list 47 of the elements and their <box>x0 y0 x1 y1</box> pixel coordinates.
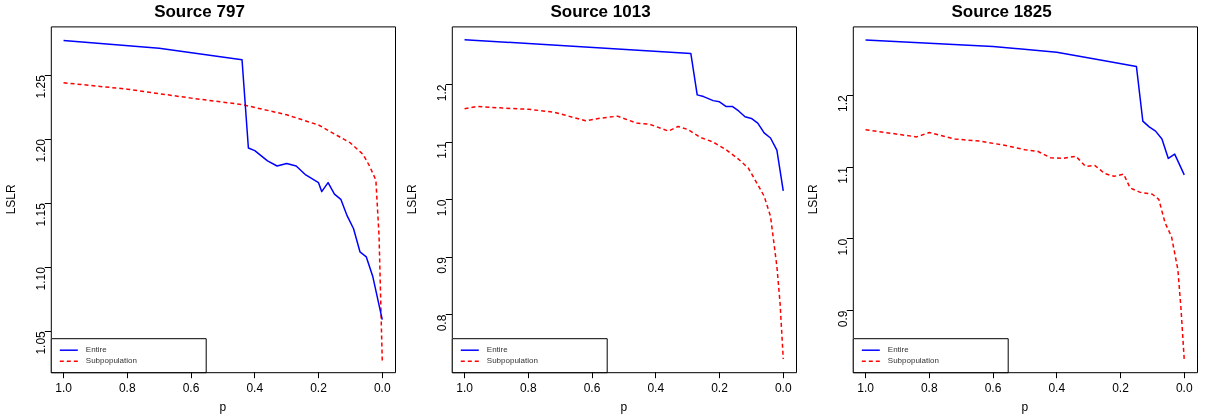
legend-label: Entire <box>486 345 509 355</box>
legend-label: Entire <box>887 345 910 355</box>
y-tick-label: 1.2 <box>836 94 851 112</box>
chart-title: Source 797 <box>154 1 245 21</box>
x-tick-label: 0.4 <box>647 380 665 395</box>
x-tick-label: 1.0 <box>55 380 73 395</box>
x-tick-label: 0.6 <box>583 380 601 395</box>
legend-label: Subpopulation <box>887 356 939 366</box>
x-tick-label: 1.0 <box>857 380 875 395</box>
x-tick-label: 0.0 <box>373 380 391 395</box>
y-tick-label: 1.15 <box>34 202 49 227</box>
y-tick-label: 1.0 <box>836 238 851 256</box>
legend-label: Subpopulation <box>486 356 538 366</box>
x-tick-label: 0.2 <box>711 380 729 395</box>
y-axis-title: LSLR <box>3 183 18 215</box>
y-tick-label: 1.25 <box>34 74 49 99</box>
y-tick-label: 1.05 <box>34 330 49 355</box>
x-axis-title: p <box>219 400 227 415</box>
x-tick-label: 0.6 <box>984 380 1002 395</box>
x-tick-label: 1.0 <box>456 380 474 395</box>
x-tick-label: 0.6 <box>182 380 200 395</box>
x-tick-label: 0.0 <box>774 380 792 395</box>
y-axis-title: LSLR <box>805 183 820 215</box>
chart-title: Source 1013 <box>550 1 651 21</box>
x-tick-label: 0.8 <box>920 380 938 395</box>
x-tick-label: 0.4 <box>246 380 264 395</box>
x-tick-label: 0.2 <box>1112 380 1130 395</box>
y-tick-label: 1.10 <box>34 266 49 291</box>
y-tick-label: 0.9 <box>836 310 851 328</box>
x-tick-label: 0.8 <box>118 380 136 395</box>
legend-label: Entire <box>85 345 108 355</box>
y-axis-title: LSLR <box>404 183 419 215</box>
x-axis-title: p <box>1021 400 1029 415</box>
y-tick-label: 1.1 <box>836 166 851 184</box>
y-tick-label: 1.1 <box>435 141 450 159</box>
x-tick-label: 0.4 <box>1048 380 1066 395</box>
x-tick-label: 0.0 <box>1175 380 1193 395</box>
y-tick-label: 1.20 <box>34 138 49 163</box>
y-tick-label: 1.0 <box>435 199 450 217</box>
y-tick-label: 1.2 <box>435 84 450 102</box>
legend-label: Subpopulation <box>85 356 137 366</box>
y-tick-label: 0.8 <box>435 314 450 332</box>
y-tick-label: 0.9 <box>435 256 450 274</box>
x-tick-label: 0.8 <box>519 380 537 395</box>
chart-title: Source 1825 <box>951 1 1052 21</box>
x-tick-label: 0.2 <box>310 380 328 395</box>
x-axis-title: p <box>620 400 628 415</box>
